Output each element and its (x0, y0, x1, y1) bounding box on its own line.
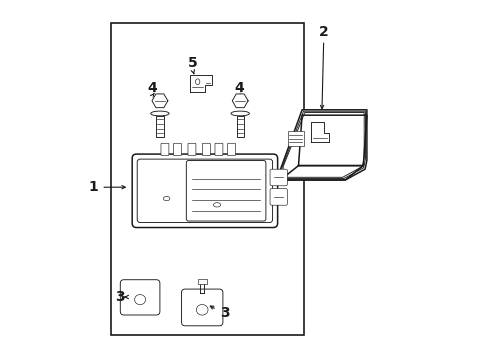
FancyBboxPatch shape (161, 143, 168, 156)
Text: 1: 1 (88, 180, 98, 194)
Polygon shape (282, 111, 365, 179)
Bar (156, 116, 163, 137)
FancyBboxPatch shape (181, 289, 223, 326)
FancyBboxPatch shape (269, 169, 287, 186)
Ellipse shape (230, 111, 249, 116)
Polygon shape (280, 166, 363, 180)
Polygon shape (310, 122, 328, 142)
Ellipse shape (134, 294, 145, 305)
FancyBboxPatch shape (186, 161, 265, 221)
Text: 2: 2 (318, 26, 328, 39)
Ellipse shape (150, 111, 169, 116)
Text: 5: 5 (187, 56, 197, 70)
FancyBboxPatch shape (132, 154, 277, 228)
Text: 4: 4 (234, 81, 244, 95)
FancyBboxPatch shape (269, 189, 287, 205)
Bar (287, 131, 303, 146)
Bar (198, 279, 206, 284)
Text: 3: 3 (220, 306, 229, 320)
Ellipse shape (195, 79, 200, 85)
Polygon shape (280, 110, 366, 180)
Bar (236, 116, 244, 137)
FancyBboxPatch shape (227, 143, 235, 156)
Polygon shape (298, 115, 366, 166)
FancyBboxPatch shape (120, 280, 160, 315)
Text: 3: 3 (115, 290, 125, 304)
Bar (111, 23, 303, 335)
FancyBboxPatch shape (202, 143, 210, 156)
Polygon shape (152, 94, 167, 108)
Polygon shape (232, 94, 247, 108)
Ellipse shape (163, 197, 169, 201)
Ellipse shape (213, 203, 220, 207)
FancyBboxPatch shape (187, 143, 196, 156)
Ellipse shape (196, 305, 207, 315)
Polygon shape (283, 112, 364, 177)
FancyBboxPatch shape (173, 143, 181, 156)
Text: 4: 4 (147, 81, 157, 95)
Polygon shape (190, 75, 212, 92)
FancyBboxPatch shape (215, 143, 223, 156)
